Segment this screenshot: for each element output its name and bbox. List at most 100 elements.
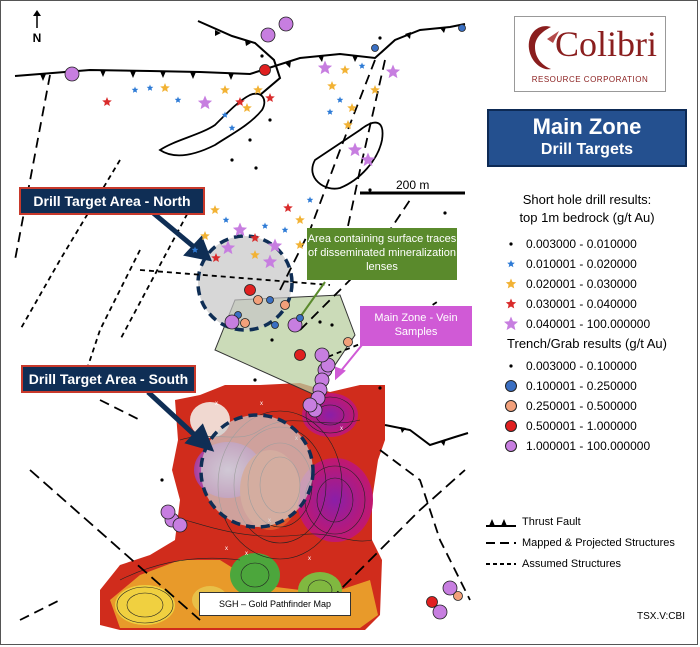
svg-text:x: x bbox=[245, 551, 248, 557]
south-target-circle[interactable] bbox=[199, 413, 315, 529]
dot-icon bbox=[504, 236, 518, 252]
drill-result-star bbox=[370, 85, 380, 94]
short-dash-icon bbox=[486, 563, 516, 565]
svg-text:x: x bbox=[215, 401, 218, 407]
trench-sample-point bbox=[240, 318, 250, 328]
trench-range: 0.250001 - 0.500000 bbox=[526, 399, 637, 413]
trench-sample-point bbox=[248, 138, 252, 142]
drill-result-star bbox=[131, 86, 139, 93]
trench-sample-point bbox=[378, 386, 382, 390]
drill-result-star bbox=[197, 95, 213, 110]
sample-points bbox=[64, 16, 466, 620]
outcrop-outlines bbox=[158, 92, 384, 190]
svg-text:x: x bbox=[340, 426, 343, 432]
drill-result-star bbox=[228, 124, 236, 131]
star-icon bbox=[504, 276, 518, 292]
trench-sample-point bbox=[160, 478, 164, 482]
drill-result-star bbox=[265, 93, 275, 102]
trench-sample-point bbox=[371, 44, 379, 52]
svg-text:x: x bbox=[260, 401, 263, 407]
svg-text:x: x bbox=[308, 556, 311, 562]
trench-sample-point bbox=[254, 166, 258, 170]
short-hole-heading-1: Short hole drill results: bbox=[522, 192, 652, 207]
trench-sample-point bbox=[160, 504, 176, 520]
drill-result-star bbox=[336, 96, 344, 103]
trench-sample-point bbox=[271, 321, 279, 329]
company-logo: Colibri RESOURCE CORPORATION bbox=[514, 16, 666, 92]
ticker-symbol: TSX.V:CBI bbox=[637, 611, 685, 622]
drill-result-star bbox=[306, 196, 314, 203]
large-star-icon bbox=[503, 316, 519, 332]
trench-sample-point bbox=[330, 323, 334, 327]
drill-result-star bbox=[262, 254, 278, 269]
drill-result-star bbox=[221, 111, 229, 118]
drill-result-star bbox=[232, 222, 248, 237]
drill-result-star bbox=[343, 120, 353, 129]
hummingbird-icon bbox=[528, 26, 559, 70]
trench-sample-point bbox=[343, 337, 353, 347]
circle-icon bbox=[504, 418, 518, 434]
trench-sample-point bbox=[260, 27, 276, 43]
structure-legend-label: Thrust Fault bbox=[522, 516, 581, 528]
vein-callout: Main Zone - Vein Samples bbox=[360, 306, 472, 346]
drill-result-star bbox=[191, 246, 199, 253]
drill-result-star bbox=[317, 60, 333, 75]
circle-icon bbox=[504, 398, 518, 414]
trench-sample-point bbox=[270, 338, 274, 342]
trench-sample-point bbox=[453, 591, 463, 601]
structure-legend-label: Mapped & Projected Structures bbox=[522, 537, 675, 549]
title-sub: Drill Targets bbox=[540, 141, 634, 158]
drill-result-star bbox=[281, 226, 289, 233]
trench-sample-point bbox=[314, 347, 330, 363]
trench-sample-point bbox=[268, 118, 272, 122]
short-hole-range: 0.010001 - 0.020000 bbox=[526, 257, 637, 271]
trench-sample-point bbox=[378, 36, 382, 40]
thrust-fault-icon bbox=[486, 519, 516, 527]
trench-sample-point bbox=[278, 16, 294, 32]
drill-result-star bbox=[222, 216, 230, 223]
star-icon bbox=[504, 296, 518, 312]
drill-result-star bbox=[235, 97, 245, 106]
north-arrow: N bbox=[30, 10, 44, 45]
trench-range: 1.000001 - 100.000000 bbox=[526, 439, 651, 453]
trench-sample-point bbox=[318, 320, 322, 324]
north-arrow-icon bbox=[33, 10, 41, 28]
short-hole-range: 0.030001 - 0.040000 bbox=[526, 297, 637, 311]
drill-result-star bbox=[261, 222, 269, 229]
logo-subtitle: RESOURCE CORPORATION bbox=[531, 75, 649, 84]
trench-sample-point bbox=[253, 378, 257, 382]
trench-sample-point bbox=[224, 314, 240, 330]
thrust-fault-teeth bbox=[40, 27, 446, 446]
trench-sample-point bbox=[302, 397, 318, 413]
drill-result-star bbox=[385, 64, 401, 79]
short-hole-range: 0.020001 - 0.030000 bbox=[526, 277, 637, 291]
drill-result-star bbox=[283, 203, 293, 212]
drill-result-star bbox=[160, 83, 170, 92]
drill-result-star bbox=[250, 233, 260, 242]
sgh-map-label: SGH – Gold Pathfinder Map bbox=[199, 592, 351, 616]
lens-callout: Area containing surface traces of dissem… bbox=[307, 228, 457, 280]
circle-icon bbox=[504, 378, 518, 394]
trench-sample-point bbox=[458, 24, 466, 32]
scale-label: 200 m bbox=[396, 178, 430, 192]
drill-result-star bbox=[326, 108, 334, 115]
structure-legend-label: Assumed Structures bbox=[522, 558, 622, 570]
drill-result-star bbox=[295, 240, 305, 249]
trench-range: 0.100001 - 0.250000 bbox=[526, 379, 637, 393]
drill-result-star bbox=[174, 96, 182, 103]
trench-sample-point bbox=[294, 349, 306, 361]
title-banner: Main Zone Drill Targets bbox=[487, 109, 687, 167]
drill-result-star bbox=[220, 85, 230, 94]
trench-sample-point bbox=[442, 580, 458, 596]
title-main: Main Zone bbox=[532, 114, 642, 139]
trench-sample-point bbox=[368, 188, 372, 192]
small-star-icon bbox=[504, 256, 518, 272]
trench-sample-point bbox=[64, 66, 80, 82]
drill-result-star bbox=[347, 103, 357, 112]
south-target-label: Drill Target Area - South bbox=[21, 365, 196, 393]
trench-sample-point bbox=[432, 604, 448, 620]
north-target-label: Drill Target Area - North bbox=[19, 187, 205, 215]
short-hole-range: 0.040001 - 100.000000 bbox=[526, 317, 651, 331]
drill-result-star bbox=[267, 238, 283, 253]
drill-result-star bbox=[211, 253, 221, 262]
